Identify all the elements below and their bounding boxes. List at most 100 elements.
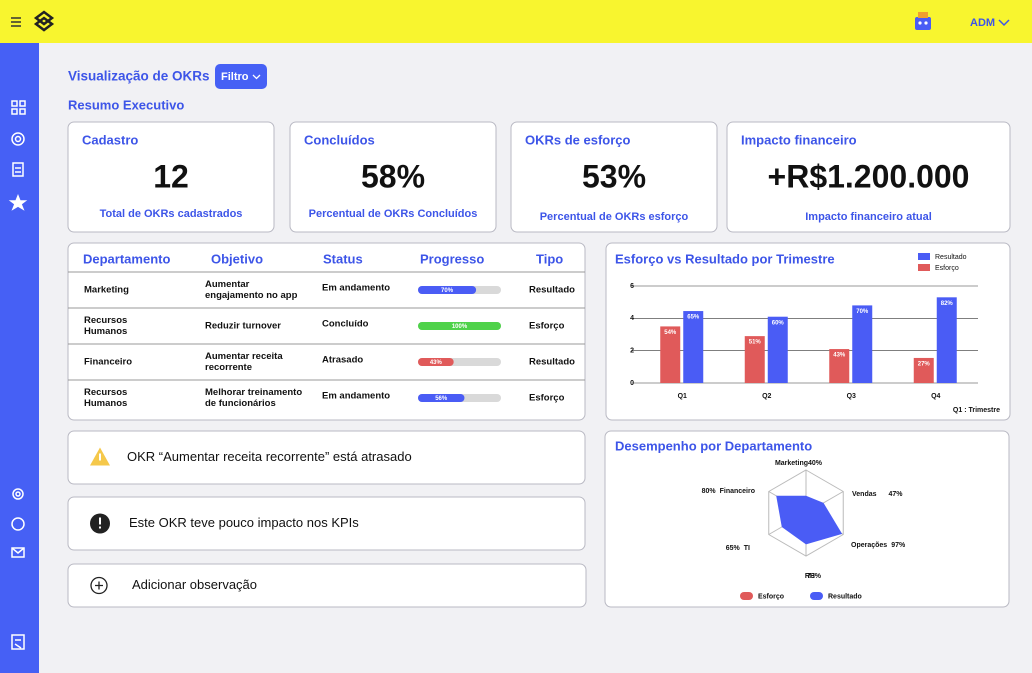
- progress-label: 56%: [435, 396, 448, 402]
- top-bar: [0, 0, 1032, 43]
- alert-text: OKR “Aumentar receita recorrente” está a…: [127, 449, 412, 464]
- bar: [829, 349, 850, 383]
- y-tick-label: 2: [630, 348, 634, 355]
- page-title: Visualização de OKRs: [68, 69, 210, 84]
- bar: [852, 305, 873, 383]
- radar-label: Vendas: [852, 491, 877, 498]
- table-header: Status: [323, 251, 363, 266]
- cell-objective: de funcionários: [205, 398, 276, 409]
- add-icon[interactable]: [90, 576, 108, 595]
- cell-department: Financeiro: [84, 357, 132, 368]
- progress-bar: [418, 322, 501, 330]
- bar: [913, 357, 934, 383]
- legend-swatch: [918, 253, 930, 260]
- legend-swatch: [740, 592, 753, 600]
- legend-swatch: [918, 264, 930, 271]
- card-value: 53%: [582, 158, 646, 194]
- radar-label: Marketing: [775, 460, 808, 467]
- card: [726, 121, 1011, 233]
- x-tick-label: Q3: [847, 393, 856, 400]
- legend-label: Resultado: [935, 254, 967, 261]
- info-mark: [99, 517, 101, 525]
- bar: [683, 311, 704, 383]
- bar-annotation: 82%: [941, 301, 954, 307]
- card-caption: Percentual de OKRs esforço: [540, 211, 689, 223]
- x-tick-label: Q1: [678, 393, 687, 400]
- card-value: 12: [153, 158, 189, 194]
- cell-type: Esforço: [529, 321, 565, 332]
- radar-label: Financeiro: [720, 488, 755, 495]
- cell-department: Humanos: [84, 398, 127, 409]
- warning-mark: [99, 453, 101, 461]
- filter-label[interactable]: Filtro: [221, 71, 249, 83]
- x-tick-label: Q4: [931, 393, 940, 400]
- info-dot: [99, 526, 101, 529]
- card: [67, 121, 275, 233]
- table-header: Progresso: [420, 251, 484, 266]
- cell-status: Atrasado: [322, 355, 363, 366]
- y-tick-label: 4: [630, 315, 634, 322]
- cell-department: Humanos: [84, 326, 127, 337]
- card-title: Cadastro: [82, 132, 138, 147]
- card-caption: Impacto financeiro atual: [805, 211, 932, 223]
- cell-objective: Reduzir turnover: [205, 321, 281, 332]
- cell-status: Em andamento: [322, 391, 390, 402]
- card-caption: Percentual de OKRs Concluídos: [309, 208, 478, 220]
- sidebar-icons[interactable]: [8, 100, 28, 650]
- card-caption: Total de OKRs cadastrados: [100, 208, 243, 220]
- table-header: Departamento: [83, 251, 170, 266]
- cell-department: Recursos: [84, 315, 127, 326]
- bar-annotation: 51%: [749, 340, 762, 346]
- card: [289, 121, 497, 233]
- cell-objective: engajamento no app: [205, 290, 298, 301]
- legend-label: Esforço: [935, 265, 959, 272]
- logo: [33, 10, 55, 32]
- x-axis-label: Q1 : Trimestre: [953, 407, 1000, 414]
- radar-value: 47%: [889, 491, 904, 498]
- alert-box: [67, 496, 586, 551]
- card: [510, 121, 718, 233]
- legend-swatch: [810, 592, 823, 600]
- sidebar: [0, 43, 39, 673]
- radar-area: [776, 495, 843, 545]
- y-tick-label: 6: [630, 283, 634, 290]
- y-tick-label: 0: [630, 380, 634, 387]
- filter-button[interactable]: [215, 64, 267, 89]
- table-header: Objetivo: [211, 251, 263, 266]
- user-menu[interactable]: ADM: [970, 17, 995, 29]
- user-chevron[interactable]: [998, 19, 1010, 27]
- chart-title: Esforço vs Resultado por Trimestre: [615, 251, 835, 266]
- x-tick-label: Q2: [762, 393, 771, 400]
- radar-value: 73%: [807, 573, 822, 580]
- alert-text[interactable]: Adicionar observação: [132, 577, 257, 592]
- card-title: Concluídos: [304, 132, 375, 147]
- alert-box[interactable]: [67, 563, 587, 608]
- add-plus[interactable]: [95, 581, 103, 590]
- card-value: 58%: [361, 158, 425, 194]
- cell-type: Resultado: [529, 285, 575, 296]
- radar-label: RH: [805, 573, 815, 580]
- alert-text: Este OKR teve pouco impacto nos KPIs: [129, 515, 359, 530]
- chart-title: Desempenho por Departamento: [615, 438, 812, 453]
- cell-objective: Aumentar: [205, 279, 250, 290]
- bar-annotation: 60%: [772, 320, 785, 326]
- robot-icon[interactable]: [915, 12, 931, 30]
- bar-annotation: 54%: [664, 330, 677, 336]
- bar: [660, 326, 681, 383]
- bar-annotation: 65%: [687, 315, 700, 321]
- alert-box: [67, 430, 586, 485]
- filter-chevron[interactable]: [252, 74, 261, 80]
- cell-status: Em andamento: [322, 283, 390, 294]
- cell-department: Marketing: [84, 285, 129, 296]
- progress-label: 43%: [430, 360, 443, 366]
- bar: [767, 316, 788, 383]
- menu-icon[interactable]: [11, 17, 21, 27]
- cell-objective: recorrente: [205, 362, 252, 373]
- progress-label: 100%: [452, 324, 468, 330]
- progress-bar: [418, 286, 477, 294]
- cell-type: Resultado: [529, 357, 575, 368]
- table-header: Tipo: [536, 251, 563, 266]
- bar: [936, 297, 957, 383]
- bar: [744, 336, 765, 383]
